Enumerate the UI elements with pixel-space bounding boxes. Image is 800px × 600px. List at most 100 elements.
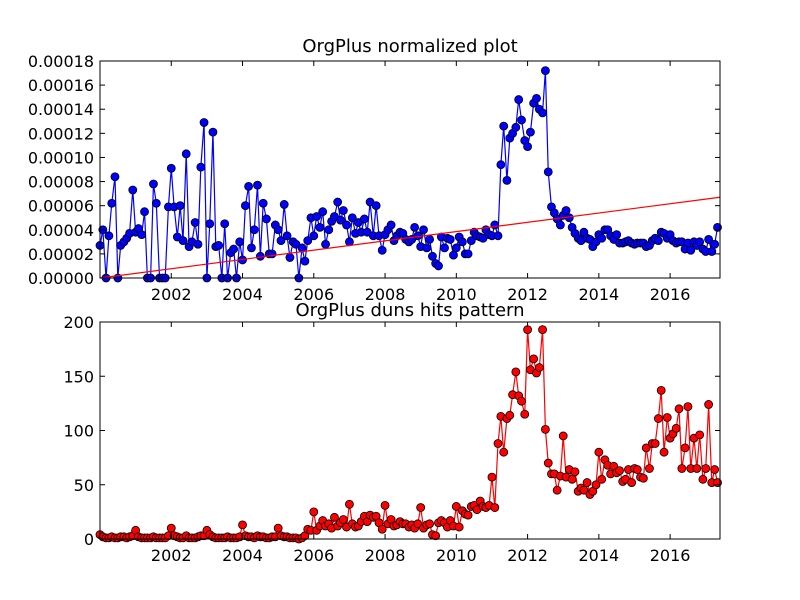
- bottom-chart-data-point: [645, 464, 654, 473]
- top-chart-data-point: [300, 256, 310, 266]
- top-chart-data-point: [247, 243, 256, 253]
- bottom-chart-data-point: [627, 478, 637, 487]
- bottom-chart-x-tick-label: 2008: [365, 546, 406, 565]
- bottom-chart-data-point: [529, 354, 539, 364]
- top-chart-data-point: [523, 142, 532, 151]
- top-chart-data-point: [410, 222, 420, 232]
- top-chart-data-point: [428, 251, 437, 261]
- bottom-chart-data-point: [338, 515, 348, 524]
- top-chart-data-point: [128, 185, 138, 195]
- bottom-chart-x-tick-label: 2016: [650, 546, 691, 565]
- bottom-chart-data-point: [680, 443, 690, 453]
- top-chart-data-point: [457, 237, 467, 247]
- top-chart-data-point: [493, 231, 503, 241]
- bottom-chart-series-0-line: [99, 329, 719, 540]
- top-chart-series-1-line: [99, 196, 721, 279]
- top-chart-data-point: [555, 220, 565, 230]
- top-chart-data-point: [324, 225, 334, 235]
- bottom-chart: OrgPlus duns hits pattern 2002 2004 2006 20…: [63, 300, 722, 565]
- bottom-chart-data-point: [701, 464, 711, 473]
- top-chart-data-point: [347, 213, 357, 223]
- top-chart-data-point: [371, 201, 381, 211]
- bottom-chart-data-point: [309, 507, 319, 517]
- top-chart-data-point: [107, 198, 117, 208]
- top-chart-data-point: [309, 231, 319, 241]
- top-chart-data-point: [235, 237, 245, 247]
- top-chart-data-point: [137, 230, 147, 240]
- top-chart-data-point: [104, 231, 114, 241]
- top-chart-data-point: [178, 236, 188, 246]
- top-chart-data-point: [199, 118, 209, 127]
- top-chart-y-tick-label: 0.00008: [28, 173, 94, 192]
- bottom-chart-data-point: [499, 447, 509, 457]
- top-chart-data-point: [359, 214, 369, 224]
- bottom-chart-data-point: [493, 439, 503, 448]
- bottom-chart-data-point: [656, 385, 666, 395]
- top-chart-x-tick-label: 2008: [365, 285, 406, 304]
- top-chart-data-point: [342, 220, 351, 230]
- bottom-chart-data-point: [632, 465, 642, 474]
- bottom-chart-data-point: [520, 409, 530, 419]
- bottom-chart-data-point: [463, 510, 473, 520]
- bottom-chart-y-tick-label: 100: [63, 422, 94, 441]
- top-chart-data-point: [282, 231, 292, 241]
- bottom-chart-x-tick-label: 2004: [222, 546, 263, 565]
- top-chart-data-point: [175, 201, 185, 211]
- bottom-chart-data-point: [567, 474, 577, 484]
- top-chart-y-tick-label: 0.00002: [28, 245, 94, 264]
- top-chart-data-point: [422, 243, 432, 253]
- top-chart-data-point: [253, 180, 262, 190]
- top-chart-data-point: [261, 214, 271, 224]
- top-chart-data-point: [386, 220, 396, 230]
- top-chart-data-point: [321, 239, 330, 249]
- bottom-chart-data-point: [425, 519, 435, 529]
- top-chart-data-point: [297, 243, 307, 253]
- bottom-chart-data-point: [579, 485, 589, 495]
- top-chart-data-point: [704, 235, 713, 244]
- bottom-chart-data-point: [380, 500, 390, 510]
- bottom-chart-data-point: [671, 423, 681, 433]
- bottom-chart-data-point: [166, 523, 176, 533]
- top-chart-data-point: [190, 218, 200, 227]
- top-chart-data-point: [538, 108, 547, 118]
- bottom-chart-data-point: [650, 439, 660, 448]
- top-chart-data-point: [541, 66, 550, 76]
- top-chart-data-point: [338, 206, 348, 215]
- top-chart-data-point: [318, 207, 328, 217]
- top-chart-data-point: [496, 160, 506, 170]
- bottom-chart-data-point: [377, 524, 387, 534]
- top-chart-data-point: [240, 201, 250, 211]
- top-chart-data-point: [686, 245, 696, 255]
- bottom-chart-data-point: [710, 465, 720, 474]
- top-chart-data-point: [315, 222, 325, 232]
- bottom-chart-data-point: [591, 480, 601, 490]
- bottom-chart-data-point: [487, 472, 497, 482]
- top-chart-y-tick-label: 0.00014: [28, 100, 94, 119]
- bottom-chart-data-point: [659, 447, 669, 457]
- bottom-chart-data-point: [517, 396, 526, 406]
- top-chart-x-tick-label: 2012: [507, 285, 548, 304]
- top-chart-x-tick-label: 2010: [436, 285, 477, 304]
- top-chart-data-point: [377, 245, 387, 255]
- bottom-chart-data-point: [582, 478, 592, 487]
- top-chart-data-point: [244, 181, 253, 191]
- top-chart-y-tick-label: 0.00004: [28, 221, 94, 240]
- bottom-chart-data-point: [454, 522, 464, 532]
- top-chart-x-tick-label: 2002: [151, 285, 192, 304]
- top-chart-data-point: [466, 236, 476, 246]
- top-chart-data-point: [543, 167, 553, 177]
- top-chart-y-tick-label: 0.00016: [28, 76, 94, 95]
- top-chart-data-point: [205, 219, 215, 229]
- bottom-chart-data-point: [543, 458, 553, 468]
- top-chart-data-point: [695, 237, 705, 247]
- top-chart-data-point: [419, 225, 428, 235]
- top-chart-data-point: [336, 215, 345, 225]
- bottom-chart-data-point: [416, 503, 426, 512]
- bottom-chart-data-point: [558, 431, 568, 441]
- top-chart: OrgPlus normalized plot 2002 2004 2006 2008…: [28, 36, 722, 304]
- top-chart-data-point: [502, 175, 512, 185]
- top-chart-data-point: [653, 236, 663, 246]
- bottom-chart-data-point: [238, 520, 247, 530]
- top-chart-x-tick-label: 2006: [293, 285, 334, 304]
